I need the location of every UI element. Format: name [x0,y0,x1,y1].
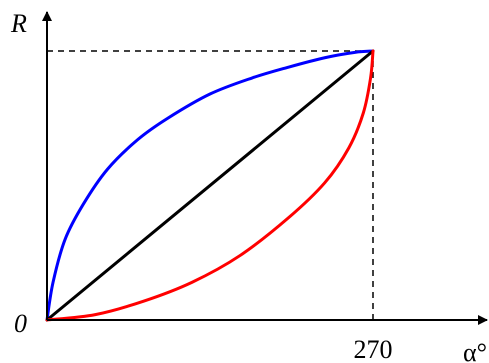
x-tick-label: 270 [354,335,393,363]
series-layer [45,49,375,322]
y-axis-label: R [10,9,27,38]
x-axis-label: α° [463,338,487,363]
series-line-red [45,49,375,322]
reference-lines [47,50,374,320]
series-line-blue [45,49,375,322]
origin-label: 0 [14,309,27,338]
x-tick-labels: 270 [354,335,393,363]
series-line-black [45,49,375,322]
